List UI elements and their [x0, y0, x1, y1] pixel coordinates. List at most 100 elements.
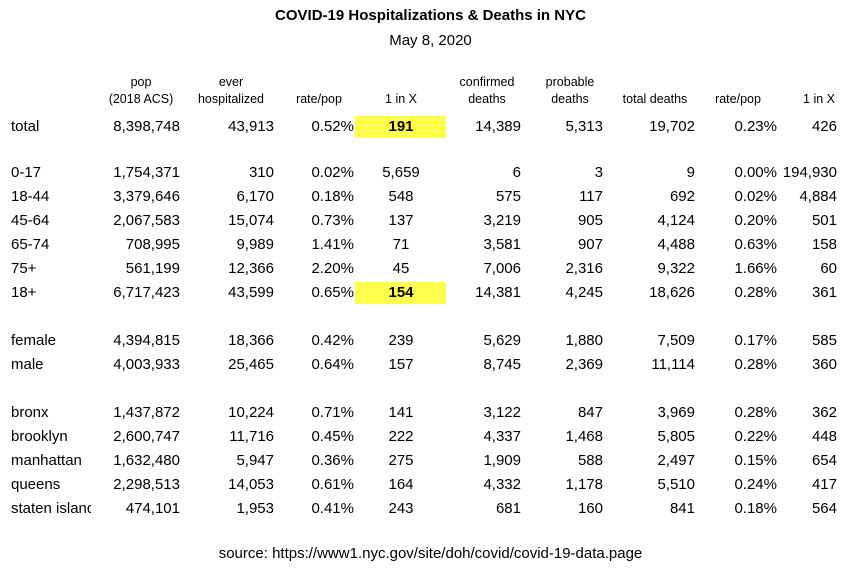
table-cell: 12,366 — [228, 260, 274, 277]
table-cell: 692 — [669, 188, 695, 205]
table-cell: 561,199 — [125, 260, 180, 277]
table-cell: 4,124 — [657, 212, 695, 229]
table-cell: 5,510 — [657, 476, 695, 493]
table-cell: 137 — [388, 212, 414, 229]
table-cell: 1.41% — [311, 236, 354, 253]
table-cell: 0.17% — [734, 332, 777, 349]
table-cell: 4,003,933 — [113, 356, 180, 373]
row-label: staten island — [11, 500, 91, 517]
column-header: total deaths — [622, 92, 688, 106]
table-cell: 0.18% — [734, 500, 777, 517]
row-label: female — [11, 332, 57, 349]
table-cell: 1,754,371 — [113, 164, 180, 181]
column-header: pop (2018 ACS) — [108, 75, 174, 106]
row-label: 18+ — [11, 284, 37, 301]
table-cell: 2,369 — [565, 356, 603, 373]
table-cell: 14,381 — [475, 284, 521, 301]
table-cell: 681 — [495, 500, 521, 517]
table-cell: 0.36% — [311, 452, 354, 469]
table-cell: 154 — [388, 284, 414, 301]
table-cell: 6,170 — [236, 188, 274, 205]
table-cell: 3,379,646 — [113, 188, 180, 205]
table-cell: 14,389 — [475, 118, 521, 135]
table-cell: 0.23% — [734, 118, 777, 135]
table-cell: 11,716 — [229, 428, 274, 445]
table-cell: 6 — [512, 164, 521, 181]
table-cell: 1,468 — [565, 428, 603, 445]
table-cell: 9,989 — [236, 236, 274, 253]
table-cell: 10,224 — [228, 404, 274, 421]
table-cell: 7,006 — [483, 260, 521, 277]
table-cell: 4,245 — [565, 284, 603, 301]
table-cell: 360 — [811, 356, 837, 373]
row-label: manhattan — [11, 452, 82, 469]
table-cell: 0.73% — [311, 212, 354, 229]
table-cell: 417 — [811, 476, 837, 493]
table-cell: 501 — [811, 212, 837, 229]
table-cell: 25,465 — [228, 356, 274, 373]
table-cell: 3,122 — [483, 404, 521, 421]
row-label: male — [11, 356, 44, 373]
table-cell: 19,702 — [649, 118, 695, 135]
table-cell: 157 — [388, 356, 414, 373]
table-cell: 117 — [579, 188, 603, 205]
table-cell: 15,074 — [228, 212, 274, 229]
table-cell: 5,659 — [382, 164, 420, 181]
table-cell: 222 — [388, 428, 414, 445]
table-cell: 474,101 — [125, 500, 180, 517]
table-cell: 0.22% — [734, 428, 777, 445]
table-cell: 1,953 — [236, 500, 274, 517]
table-cell: 0.28% — [734, 404, 777, 421]
column-header: ever hospitalized — [197, 75, 264, 106]
table-cell: 847 — [577, 404, 603, 421]
table-cell: 0.15% — [734, 452, 777, 469]
column-header: rate/pop — [715, 92, 761, 106]
column-header: probable deaths — [545, 75, 595, 106]
table-cell: 275 — [388, 452, 414, 469]
table-cell: 8,398,748 — [113, 118, 180, 135]
table-cell: 8,745 — [483, 356, 521, 373]
row-label: bronx — [11, 404, 49, 421]
row-label: brooklyn — [11, 428, 68, 445]
table-cell: 0.61% — [311, 476, 354, 493]
table-cell: 0.52% — [311, 118, 354, 135]
table-cell: 4,332 — [483, 476, 521, 493]
table-cell: 2.20% — [311, 260, 354, 277]
table-cell: 588 — [577, 452, 603, 469]
row-label: queens — [11, 476, 61, 493]
table-cell: 3 — [594, 164, 603, 181]
table-cell: 1,909 — [483, 452, 521, 469]
table-cell: 0.45% — [311, 428, 354, 445]
table-cell: 0.20% — [734, 212, 777, 229]
table-cell: 4,488 — [657, 236, 695, 253]
table-cell: 141 — [388, 404, 414, 421]
table-cell: 0.02% — [311, 164, 354, 181]
row-label: 18-44 — [11, 188, 50, 205]
table-cell: 2,600,747 — [113, 428, 180, 445]
table-cell: 362 — [811, 404, 837, 421]
table-cell: 194,930 — [782, 164, 837, 181]
table-cell: 0.18% — [311, 188, 354, 205]
table-cell: 841 — [669, 500, 695, 517]
table-cell: 160 — [577, 500, 603, 517]
table-cell: 11,114 — [651, 356, 695, 373]
table-cell: 361 — [811, 284, 837, 301]
table-cell: 4,394,815 — [113, 332, 180, 349]
table-cell: 564 — [811, 500, 837, 517]
table-cell: 191 — [388, 118, 414, 135]
table-cell: 2,067,583 — [113, 212, 180, 229]
column-header: rate/pop — [296, 92, 342, 106]
table-cell: 0.28% — [734, 284, 777, 301]
table-cell: 0.24% — [734, 476, 777, 493]
table-cell: 18,626 — [649, 284, 695, 301]
highlight-cell — [355, 116, 446, 138]
table-cell: 4,337 — [483, 428, 521, 445]
table-cell: 7,509 — [657, 332, 695, 349]
table-cell: 164 — [388, 476, 414, 493]
table-cell: 18,366 — [228, 332, 274, 349]
table-cell: 9,322 — [657, 260, 695, 277]
table-cell: 3,581 — [483, 236, 521, 253]
table-cell: 6,717,423 — [113, 284, 180, 301]
page-subtitle: May 8, 2020 — [389, 32, 472, 49]
table-cell: 448 — [811, 428, 837, 445]
